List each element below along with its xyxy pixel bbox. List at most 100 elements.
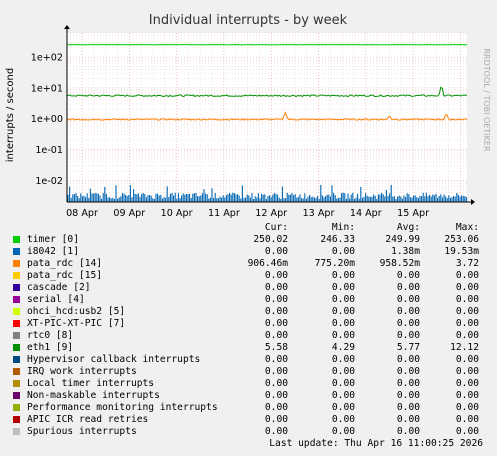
legend-cur-value: 0.00	[264, 366, 288, 377]
legend-min-value: 0.00	[331, 294, 355, 305]
legend-swatch	[13, 284, 20, 291]
legend-max-value: 0.00	[455, 282, 479, 293]
legend-avg-value: 0.00	[396, 318, 420, 329]
axes: 1e-02 1e-01 1e+00 1e+01 1e+02 08 Apr 09 Apr 10 …	[31, 25, 475, 219]
chart: Individual interrupts - by week interrup…	[5, 13, 491, 219]
legend-max-value: 3.72	[455, 258, 479, 269]
legend-max-value: 0.00	[455, 270, 479, 281]
legend-row: IRQ work interrupts 0.00 0.00 0.00 0.00	[0, 366, 497, 378]
x-tick-label: 12 Apr	[255, 208, 287, 219]
y-tick-label: 1e+02	[31, 53, 63, 64]
legend-row: APIC ICR read retries 0.00 0.00 0.00 0.00	[0, 414, 497, 426]
legend-cur-value: 0.00	[264, 318, 288, 329]
legend-series-name: rtc0 [8]	[27, 330, 74, 341]
legend-max-value: 0.00	[455, 306, 479, 317]
legend-swatch	[13, 332, 20, 339]
legend-swatch	[13, 428, 20, 435]
legend-max-value: 12.12	[450, 342, 479, 353]
y-tick-label: 1e+00	[31, 114, 63, 125]
header-avg: Avg:	[396, 222, 420, 233]
legend-rows: timer [0] 250.02 246.33 249.99 253.06 i8042 […	[0, 234, 497, 438]
legend-avg-value: 958.52m	[379, 258, 420, 269]
header-cur: Cur:	[264, 222, 288, 233]
legend-series-name: Spurious interrupts	[27, 426, 137, 437]
legend-avg-value: 0.00	[396, 270, 420, 281]
legend-cur-value: 0.00	[264, 282, 288, 293]
x-tick-label: 13 Apr	[303, 208, 335, 219]
legend-series-name: APIC ICR read retries	[27, 414, 149, 425]
legend-max-value: 0.00	[455, 390, 479, 401]
y-axis-label: interrupts / second	[5, 68, 16, 162]
legend-swatch	[13, 344, 20, 351]
x-tick-label: 15 Apr	[397, 208, 429, 219]
legend-series-name: timer [0]	[27, 234, 79, 245]
legend-swatch	[13, 320, 20, 327]
header-max: Max:	[455, 222, 479, 233]
legend-min-value: 0.00	[331, 330, 355, 341]
last-update: Last update: Thu Apr 16 11:00:25 2026	[269, 438, 483, 449]
legend-cur-value: 0.00	[264, 390, 288, 401]
legend-max-value: 0.00	[455, 402, 479, 413]
legend-min-value: 0.00	[331, 366, 355, 377]
legend-avg-value: 0.00	[396, 354, 420, 365]
watermark: RRDTOOL / TOBI OETIKER	[482, 48, 491, 151]
x-tick-label: 11 Apr	[208, 208, 240, 219]
y-tick-label: 1e-01	[35, 145, 63, 156]
legend-cur-value: 0.00	[264, 354, 288, 365]
legend-row: Hypervisor callback interrupts 0.00 0.00 0.…	[0, 354, 497, 366]
legend-cur-value: 0.00	[264, 414, 288, 425]
legend-swatch	[13, 308, 20, 315]
legend-series-name: Non-maskable interrupts	[27, 390, 160, 401]
legend-swatch	[13, 236, 20, 243]
legend-row: eth1 [9] 5.58 4.29 5.77 12.12	[0, 342, 497, 354]
legend-avg-value: 5.77	[396, 342, 420, 353]
legend-cur-value: 250.02	[253, 234, 288, 245]
legend-row: Spurious interrupts 0.00 0.00 0.00 0.00	[0, 426, 497, 438]
legend-avg-value: 1.38m	[391, 246, 420, 257]
legend-cur-value: 0.00	[264, 294, 288, 305]
y-tick-label: 1e-02	[35, 176, 63, 187]
legend-row: Performance monitoring interrupts 0.00 0.0…	[0, 402, 497, 414]
legend-min-value: 4.29	[331, 342, 355, 353]
legend-min-value: 775.20m	[314, 258, 355, 269]
legend-row: ohci_hcd:usb2 [5] 0.00 0.00 0.00 0.00	[0, 306, 497, 318]
legend-max-value: 253.06	[444, 234, 479, 245]
legend-avg-value: 0.00	[396, 330, 420, 341]
legend-min-value: 0.00	[331, 414, 355, 425]
legend-avg-value: 0.00	[396, 390, 420, 401]
legend-series-name: pata_rdc [14]	[27, 258, 103, 269]
legend-series-name: i8042 [1]	[27, 246, 79, 257]
legend-avg-value: 0.00	[396, 294, 420, 305]
legend-max-value: 0.00	[455, 318, 479, 329]
legend-swatch	[13, 356, 20, 363]
legend-series-name: cascade [2]	[27, 282, 91, 293]
legend-min-value: 0.00	[331, 354, 355, 365]
legend-row: timer [0] 250.02 246.33 249.99 253.06	[0, 234, 497, 246]
legend-min-value: 0.00	[331, 270, 355, 281]
legend-row: pata_rdc [15] 0.00 0.00 0.00 0.00	[0, 270, 497, 282]
x-tick-label: 08 Apr	[66, 208, 98, 219]
legend-series-name: Local timer interrupts	[27, 378, 155, 389]
legend-max-value: 0.00	[455, 414, 479, 425]
legend-avg-value: 0.00	[396, 282, 420, 293]
series-line-pata-rdc-14-	[66, 111, 468, 121]
legend-avg-value: 0.00	[396, 378, 420, 389]
legend-swatch	[13, 368, 20, 375]
legend-series-name: pata_rdc [15]	[27, 270, 103, 281]
legend-avg-value: 0.00	[396, 402, 420, 413]
legend-series-name: Performance monitoring interrupts	[27, 402, 218, 413]
x-tick-label: 10 Apr	[161, 208, 193, 219]
legend-cur-value: 0.00	[264, 306, 288, 317]
legend-swatch	[13, 260, 20, 267]
legend-swatch	[13, 392, 20, 399]
legend-min-value: 0.00	[331, 246, 355, 257]
legend-min-value: 0.00	[331, 426, 355, 437]
legend-header: Cur: Min: Avg: Max:	[0, 222, 497, 234]
x-tick-label: 14 Apr	[350, 208, 382, 219]
legend-row: cascade [2] 0.00 0.00 0.00 0.00	[0, 282, 497, 294]
plot-area	[67, 33, 467, 202]
series-layer	[66, 44, 468, 202]
legend-max-value: 0.00	[455, 354, 479, 365]
legend-row: pata_rdc [14] 906.46m 775.20m 958.52m 3.72	[0, 258, 497, 270]
legend-swatch	[13, 380, 20, 387]
